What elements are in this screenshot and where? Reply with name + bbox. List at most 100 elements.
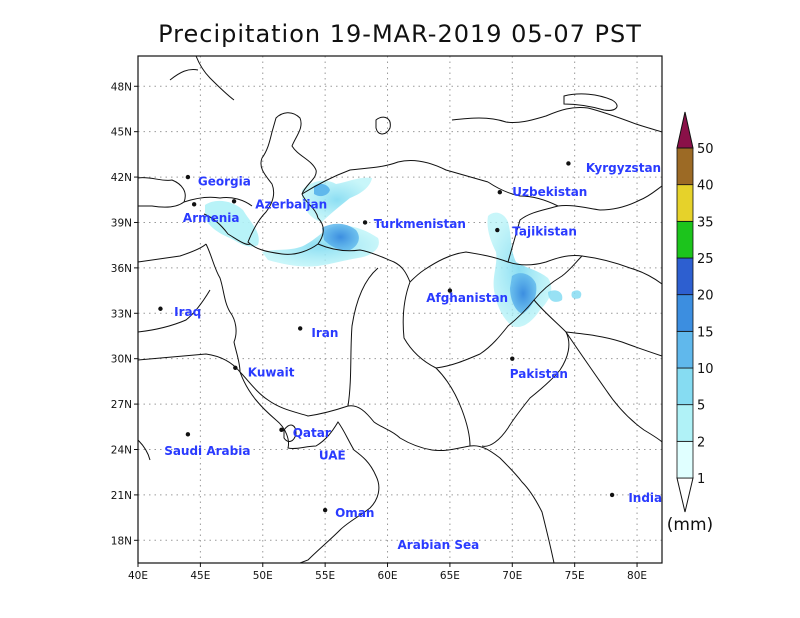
y-tick-label: 45N	[111, 127, 132, 139]
label-iraq: Iraq	[174, 305, 201, 319]
kazakh-uzbek-border	[301, 159, 489, 195]
precip-core-tajik	[510, 273, 537, 314]
city-dot-pakistan	[510, 356, 515, 361]
colorbar-level-label: 15	[697, 325, 714, 340]
x-tick-label: 55E	[315, 570, 335, 582]
y-tick-label: 39N	[111, 217, 132, 229]
y-tick-label: 48N	[111, 81, 132, 93]
india-interior-line	[565, 331, 662, 443]
map-title: Precipitation 19-MAR-2019 05-07 PST	[158, 20, 642, 48]
black-sea-coastline	[138, 177, 186, 208]
qatar-peninsula	[283, 424, 297, 442]
label-arabian-sea: Arabian Sea	[398, 538, 480, 552]
label-iran: Iran	[311, 326, 338, 340]
city-dot-india	[609, 492, 615, 498]
city-markers	[158, 161, 615, 513]
persian-gulf-coastline	[239, 371, 433, 451]
colorbar-box	[676, 220, 694, 259]
colorbar-level-label: 35	[697, 215, 714, 230]
city-dot-qatar	[279, 427, 284, 433]
y-tick-label: 33N	[111, 308, 132, 320]
colorbar-unit-label: (mm)	[667, 515, 713, 535]
arabian-peninsula-coastline	[239, 371, 380, 563]
label-qatar: Qatar	[293, 426, 331, 440]
x-tick-label: 65E	[440, 570, 460, 582]
colorbar-box	[676, 294, 694, 332]
label-oman: Oman	[335, 506, 374, 520]
label-pakistan: Pakistan	[510, 367, 568, 381]
colorbar-top-triangle	[676, 111, 694, 149]
volga-region-lines	[169, 56, 235, 101]
label-turkmenistan: Turkmenistan	[374, 217, 466, 231]
x-tick-label: 80E	[627, 570, 647, 582]
red-sea-coastline	[138, 439, 151, 461]
colorbar-box	[676, 147, 694, 186]
city-dot-azerbaijan	[231, 199, 237, 204]
colorbar-level-label: 50	[697, 142, 714, 157]
x-tick-label: 45E	[190, 570, 210, 582]
x-tick-label: 75E	[565, 570, 585, 582]
label-armenia: Armenia	[183, 211, 240, 225]
india-west-coastline	[431, 445, 555, 563]
x-tick-label: 40E	[128, 570, 148, 582]
colorbar-level-label: 5	[697, 399, 705, 414]
label-uae: UAE	[319, 449, 346, 463]
label-kyrgyzstan: Kyrgyzstan	[586, 161, 661, 175]
turkmenistan-iran-border	[317, 243, 411, 283]
colorbar-level-label: 40	[697, 179, 714, 194]
afghanistan-border	[402, 251, 584, 369]
colorbar-box	[676, 440, 694, 479]
precip-area-caspian-south	[262, 225, 379, 267]
city-dot-turkmenistan	[362, 220, 368, 225]
colorbar-box	[676, 184, 694, 222]
label-georgia: Georgia	[198, 175, 251, 189]
label-tajikistan: Tajikistan	[512, 225, 577, 239]
x-tick-label: 60E	[378, 570, 398, 582]
aral-sea	[375, 116, 391, 135]
axis-ticks: 40E 45E 50E 55E 60E 65E 70E 75E 80E 18N 21N 24N 27N 3…	[111, 81, 647, 582]
colorbar-level-label: 10	[697, 362, 714, 377]
city-dot-kuwait	[233, 365, 238, 370]
y-tick-label: 18N	[111, 535, 132, 547]
y-tick-label: 27N	[111, 399, 132, 411]
iran-interior-line	[347, 267, 379, 407]
label-azerbaijan: Azerbaijan	[255, 197, 327, 211]
city-dot-oman	[322, 507, 328, 513]
label-saudi-arabia: Saudi Arabia	[164, 444, 250, 458]
city-dot-saudi-arabia	[185, 432, 191, 437]
precip-core-turkmen	[322, 223, 359, 251]
map-frame	[137, 55, 663, 564]
iran-west-border	[205, 243, 241, 373]
label-india: India	[628, 491, 662, 505]
precip-spot-east	[571, 290, 582, 299]
y-tick-label: 21N	[111, 490, 132, 502]
map-plot-area: Georgia Azerbaijan Armenia Turkmenistan Uzbe…	[138, 56, 662, 563]
colorbar-box	[676, 257, 694, 296]
x-tick-label: 70E	[502, 570, 522, 582]
gridlines	[138, 56, 662, 563]
label-afghanistan: Afghanistan	[426, 291, 508, 305]
country-labels: Georgia Azerbaijan Armenia Turkmenistan Uzbe…	[164, 161, 662, 552]
city-dot-iraq	[158, 306, 163, 311]
y-tick-label: 24N	[111, 444, 132, 456]
precipitation-field	[205, 177, 582, 328]
x-tick-label: 50E	[253, 570, 273, 582]
y-tick-label: 30N	[111, 354, 132, 366]
precip-area-tajik-east	[548, 290, 563, 302]
city-dot-tajikistan	[495, 227, 500, 233]
city-dot-iran	[297, 326, 303, 331]
central-asia-borders	[487, 181, 662, 263]
saudi-iraq-border	[138, 353, 241, 373]
precip-core-turkmen-2	[314, 183, 330, 197]
label-kuwait: Kuwait	[248, 365, 295, 379]
country-borders-and-coastlines	[138, 56, 662, 563]
pakistan-border	[435, 299, 570, 447]
colorbar-level-label: 1	[697, 472, 705, 487]
colorbar-box	[676, 330, 694, 369]
colorbar-box	[676, 404, 694, 442]
colorbar-level-label: 20	[697, 289, 714, 304]
india-north-border	[565, 255, 662, 357]
city-dot-armenia	[191, 202, 197, 207]
y-tick-label: 42N	[111, 172, 132, 184]
